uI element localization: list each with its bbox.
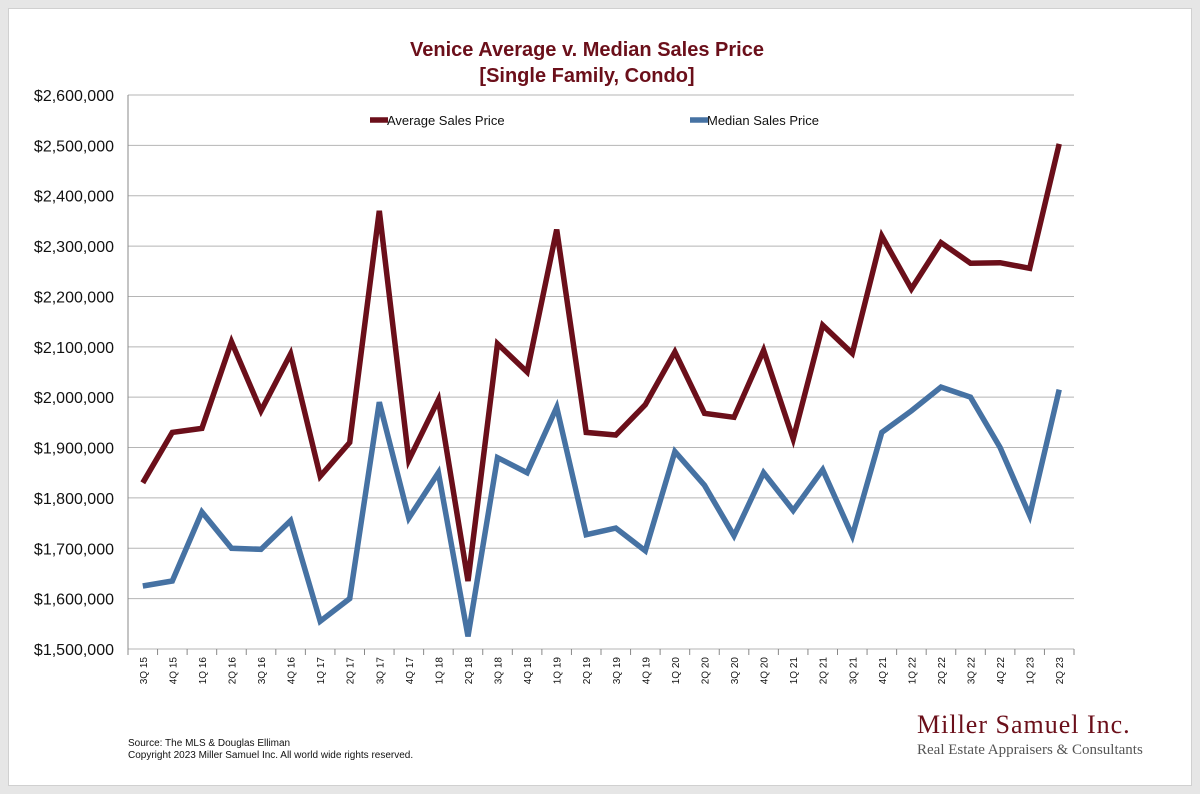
x-axis-ticks: 3Q 15 4Q 15 1Q 16 2Q 16 3Q 16 4Q 16 1Q 17 2Q 17… xyxy=(127,649,1075,685)
x-tick-label: 4Q 22 xyxy=(996,657,1007,685)
brand-tagline: Real Estate Appraisers & Consultants xyxy=(917,742,1143,758)
x-tick-label: 2Q 18 xyxy=(464,657,475,685)
y-tick-label: $2,000,000 xyxy=(34,390,114,407)
y-tick-label: $1,700,000 xyxy=(34,541,114,558)
y-tick-label: $2,600,000 xyxy=(34,88,114,105)
x-tick-label: 1Q 18 xyxy=(434,657,445,685)
x-tick-label: 2Q 19 xyxy=(582,657,593,685)
series-line-average xyxy=(140,143,1062,582)
chart-title-line-2: [Single Family, Condo] xyxy=(479,65,694,87)
legend: Average Sales Price Median Sales Price xyxy=(370,113,819,128)
source-line: Source: The MLS & Douglas Elliman xyxy=(128,738,291,749)
x-tick-label: 4Q 18 xyxy=(523,657,534,685)
series-line-median xyxy=(142,384,1062,637)
gridlines xyxy=(127,94,1074,650)
legend-label: Average Sales Price xyxy=(387,113,505,128)
x-tick-label: 2Q 16 xyxy=(227,657,238,685)
y-tick-label: $2,300,000 xyxy=(34,239,114,256)
y-tick-label: $2,400,000 xyxy=(34,189,114,206)
copyright-line: Copyright 2023 Miller Samuel Inc. All wo… xyxy=(128,750,414,761)
x-tick-label: 4Q 20 xyxy=(760,657,771,685)
x-tick-label: 1Q 16 xyxy=(198,657,209,685)
brand-logo: Miller Samuel Inc. Real Estate Appraiser… xyxy=(917,710,1157,759)
x-tick-label: 1Q 20 xyxy=(671,657,682,685)
y-axis-ticks: $1,500,000 $1,600,000 $1,700,000 $1,800,000… xyxy=(34,88,114,659)
x-tick-label: 4Q 17 xyxy=(405,657,416,685)
x-tick-label: 3Q 21 xyxy=(848,657,859,685)
x-tick-label: 2Q 20 xyxy=(700,657,711,685)
legend-label: Median Sales Price xyxy=(707,113,819,128)
x-tick-label: 1Q 21 xyxy=(789,657,800,685)
x-tick-label: 4Q 21 xyxy=(878,657,889,685)
x-tick-label: 3Q 22 xyxy=(967,657,978,685)
x-tick-label: 2Q 17 xyxy=(346,657,357,685)
x-tick-label: 1Q 17 xyxy=(316,657,327,685)
x-tick-label: 3Q 17 xyxy=(375,657,386,685)
x-tick-label: 2Q 23 xyxy=(1055,657,1066,685)
series-lines xyxy=(140,143,1062,637)
y-tick-label: $1,500,000 xyxy=(34,642,114,659)
x-tick-label: 3Q 19 xyxy=(612,657,623,685)
y-tick-label: $2,100,000 xyxy=(34,340,114,357)
x-tick-label: 3Q 16 xyxy=(257,657,268,685)
x-tick-label: 1Q 23 xyxy=(1026,657,1037,685)
y-tick-label: $1,600,000 xyxy=(34,592,114,609)
y-tick-label: $1,900,000 xyxy=(34,441,114,458)
source-note: Source: The MLS & Douglas Elliman Copyri… xyxy=(128,738,413,762)
x-tick-label: 2Q 21 xyxy=(819,657,830,685)
x-tick-label: 1Q 19 xyxy=(553,657,564,685)
x-tick-label: 2Q 22 xyxy=(937,657,948,685)
x-tick-label: 3Q 18 xyxy=(494,657,505,685)
x-tick-label: 4Q 19 xyxy=(641,657,652,685)
y-tick-label: $2,200,000 xyxy=(34,289,114,306)
y-tick-label: $1,800,000 xyxy=(34,491,114,508)
x-tick-label: 4Q 16 xyxy=(287,657,298,685)
x-tick-label: 4Q 15 xyxy=(168,657,179,685)
y-tick-label: $2,500,000 xyxy=(34,138,114,155)
x-tick-label: 1Q 22 xyxy=(907,657,918,685)
x-tick-label: 3Q 20 xyxy=(730,657,741,685)
x-tick-label: 3Q 15 xyxy=(139,657,150,685)
brand-name: Miller Samuel Inc. xyxy=(917,710,1131,739)
chart-title-line-1: Venice Average v. Median Sales Price xyxy=(410,39,764,61)
